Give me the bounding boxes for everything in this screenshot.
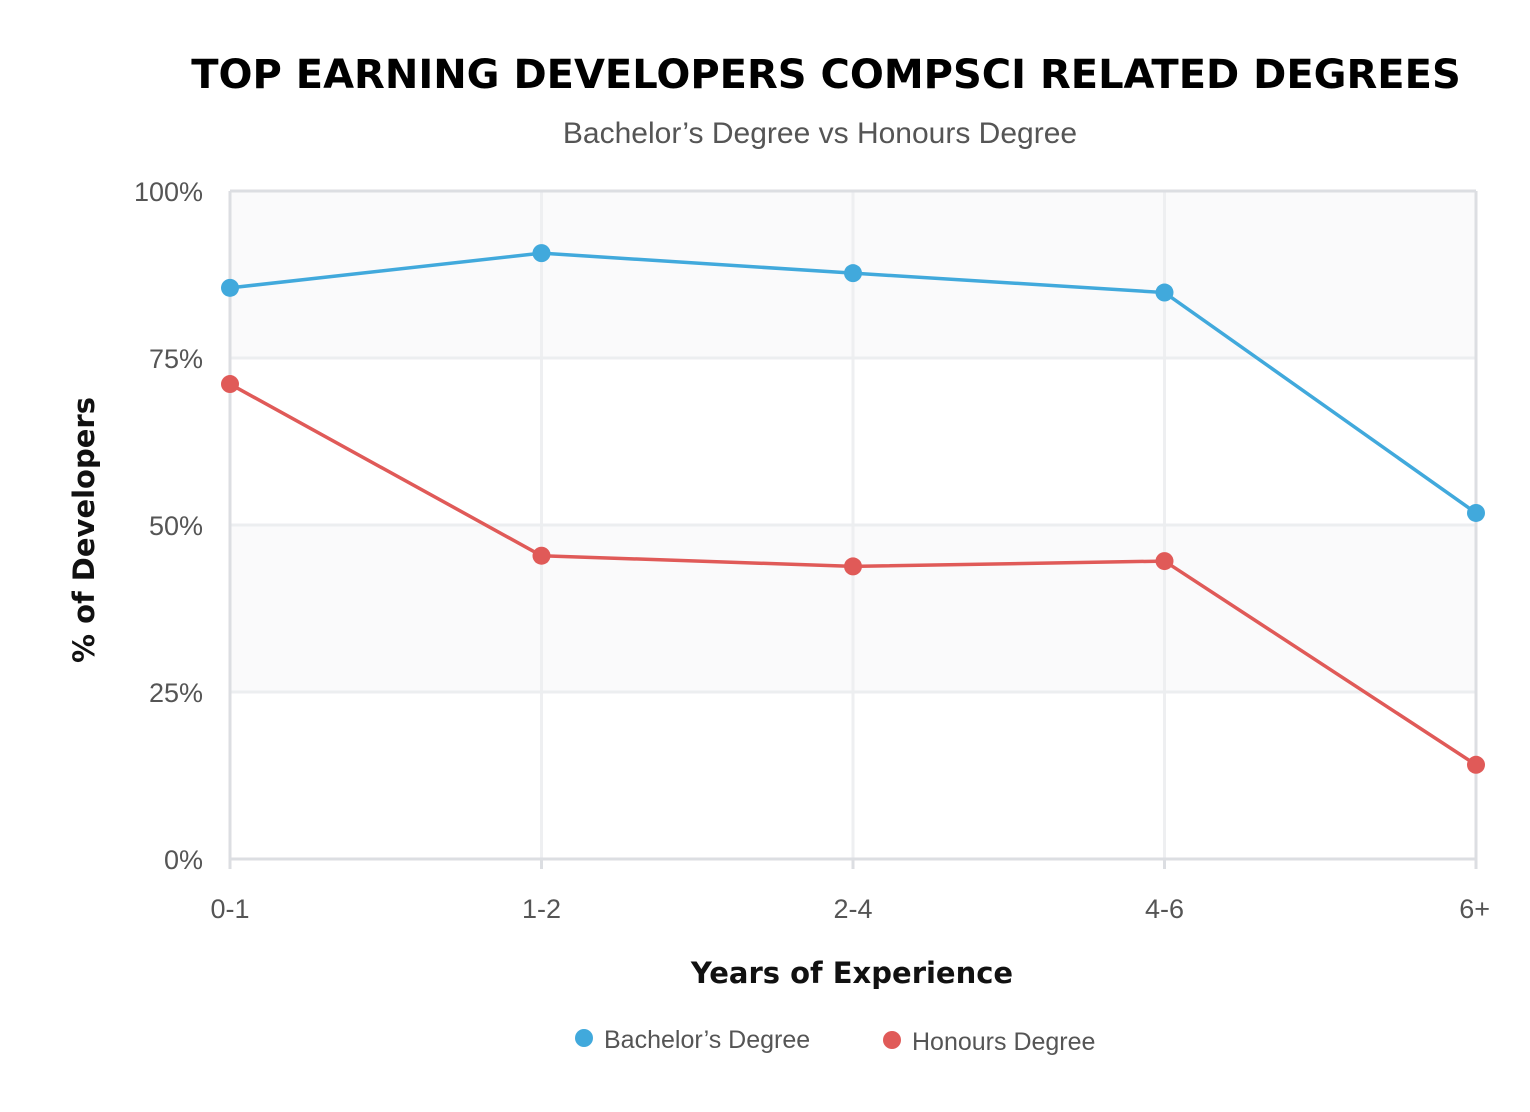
x-tick-label: 4-6 [1145,894,1184,924]
legend-marker [883,1031,901,1049]
data-point [221,375,239,394]
x-tick-label: 0-1 [210,894,249,924]
y-tick-label: 25% [149,678,203,708]
legend-marker [575,1029,593,1047]
legend: Bachelor’s Degree Honours Degree [575,1026,1095,1056]
x-tick-label: 1-2 [522,894,561,924]
x-tick-label: 6+ [1459,894,1490,924]
data-point [1467,503,1485,522]
data-point [844,557,862,576]
x-tick-label: 2-4 [833,894,872,924]
data-point [221,278,239,297]
y-tick-label: 100% [134,177,203,207]
data-point [1155,283,1174,302]
plot-area: 0% 25% 50% 75% 100% 0-1 1-2 2-4 4-6 6+ [134,177,1490,924]
legend-label: Bachelor’s Degree [604,1026,810,1054]
legend-label: Honours Degree [912,1028,1095,1056]
y-tick-label: 0% [164,845,203,875]
data-point [532,546,551,565]
chart-title: TOP EARNING DEVELOPERS COMPSCI RELATED D… [191,52,1461,98]
y-tick-label: 50% [149,511,203,541]
data-point [1467,755,1485,774]
data-point [1155,552,1174,571]
x-axis-label: Years of Experience [690,956,1013,990]
chart-subtitle: Bachelor’s Degree vs Honours Degree [563,117,1077,150]
data-point [844,264,862,283]
data-point [532,244,551,263]
y-axis-label: % of Developers [67,397,101,663]
y-tick-label: 75% [149,344,203,374]
